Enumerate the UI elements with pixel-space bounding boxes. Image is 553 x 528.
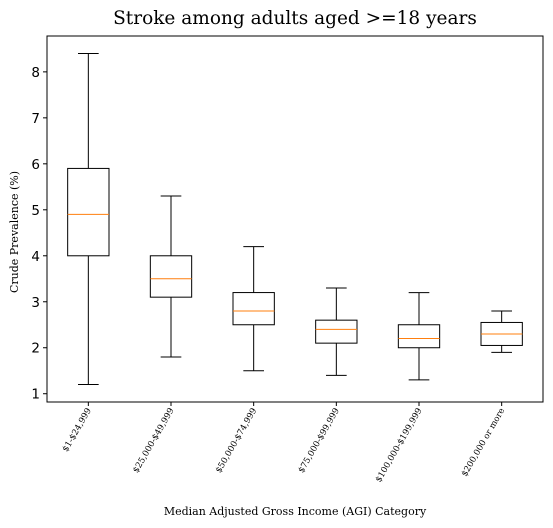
y-tick-label: 3 — [31, 295, 40, 311]
plot-area: 1 2 3 4 5 6 7 8 $1-$24,999 $25,000-$49,999 $50,000… — [31, 35, 544, 485]
x-tick-label: $200,000 or more — [460, 406, 507, 478]
x-tick-label: $1-$24,999 — [61, 407, 94, 454]
x-tick-label: $75,000-$99,999 — [297, 407, 342, 475]
box-iqr — [315, 319, 358, 344]
x-axis-label: Median Adjusted Gross Income (AGI) Categ… — [164, 505, 427, 518]
y-tick-label: 5 — [31, 203, 40, 219]
box-iqr — [232, 292, 275, 326]
y-tick-label: 1 — [31, 387, 40, 403]
y-tick-label: 8 — [31, 65, 40, 81]
y-tick-label: 6 — [31, 157, 40, 173]
y-tick-label: 4 — [31, 249, 40, 265]
plot-frame — [46, 35, 544, 403]
x-tick-label: $100,000-$199,999 — [374, 407, 425, 485]
x-tick-label: $25,000-$49,999 — [131, 407, 176, 475]
y-tick-label: 2 — [31, 341, 40, 357]
box-iqr — [149, 255, 193, 298]
box-iqr — [397, 324, 441, 349]
chart-title: Stroke among adults aged >=18 years — [113, 8, 477, 29]
x-tick-label: $50,000-$74,999 — [214, 407, 259, 475]
y-axis-label: Crude Prevalence (%) — [8, 171, 21, 293]
y-tick-label: 7 — [31, 111, 40, 127]
box-iqr — [67, 167, 110, 257]
